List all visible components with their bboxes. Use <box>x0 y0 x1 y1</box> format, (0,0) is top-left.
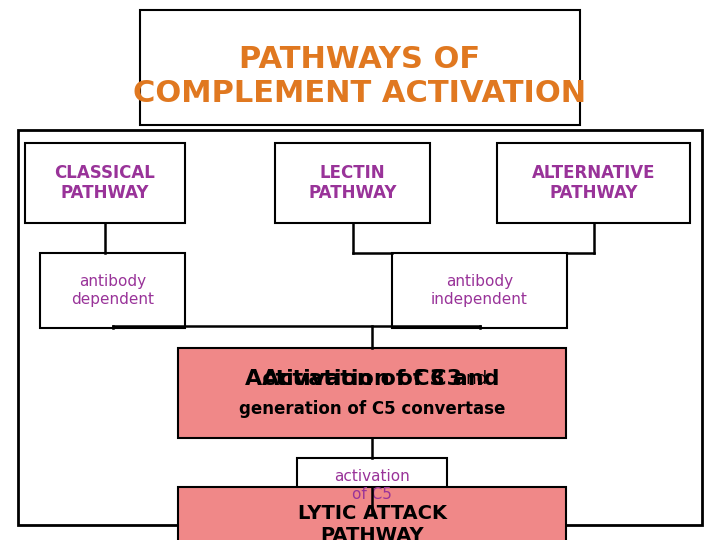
Text: generation of C5 convertase: generation of C5 convertase <box>239 400 505 418</box>
Bar <box>25 143 185 223</box>
Text: LECTIN
PATHWAY: LECTIN PATHWAY <box>308 164 397 202</box>
Bar <box>297 458 447 513</box>
Text: antibody
independent: antibody independent <box>431 274 528 307</box>
Text: activation
of C5: activation of C5 <box>334 469 410 502</box>
Text: LYTIC ATTACK
PATHWAY: LYTIC ATTACK PATHWAY <box>297 504 446 540</box>
Bar <box>275 143 430 223</box>
Bar <box>497 143 690 223</box>
Bar <box>178 348 566 438</box>
Text: COMPLEMENT ACTIVATION: COMPLEMENT ACTIVATION <box>133 79 587 108</box>
Text: and: and <box>456 370 487 388</box>
Bar <box>140 10 580 125</box>
Bar <box>178 487 566 540</box>
Bar <box>18 130 702 525</box>
Bar <box>392 253 567 328</box>
Bar <box>40 253 185 328</box>
Text: antibody
dependent: antibody dependent <box>71 274 154 307</box>
Text: PATHWAYS OF: PATHWAYS OF <box>240 45 480 74</box>
Text: CLASSICAL
PATHWAY: CLASSICAL PATHWAY <box>55 164 156 202</box>
Text: ALTERNATIVE
PATHWAY: ALTERNATIVE PATHWAY <box>532 164 655 202</box>
Text: Activation of C3 and: Activation of C3 and <box>245 369 499 389</box>
Text: Activation of C3: Activation of C3 <box>262 369 462 389</box>
